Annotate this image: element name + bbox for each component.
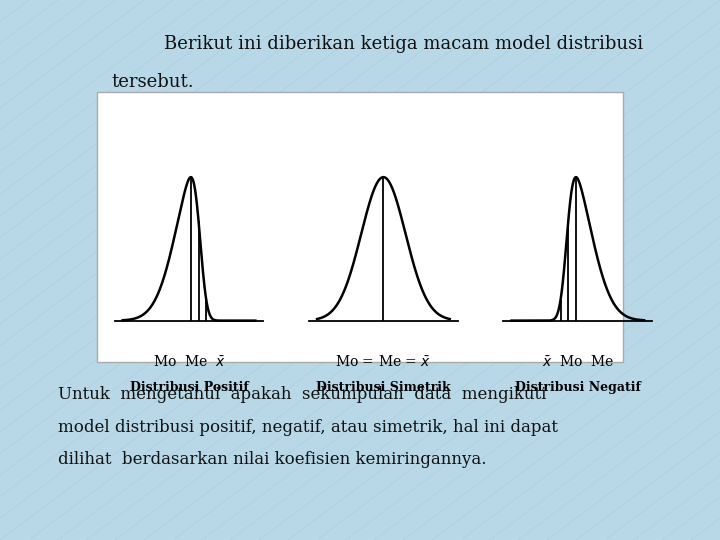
Text: Mo  Me  $\bar{x}$: Mo Me $\bar{x}$ bbox=[153, 354, 225, 369]
Text: tersebut.: tersebut. bbox=[112, 73, 194, 91]
Text: Untuk  mengetahui  apakah  sekumpulan  data  mengikuti: Untuk mengetahui apakah sekumpulan data … bbox=[58, 386, 546, 403]
Text: Distribusi Positif: Distribusi Positif bbox=[130, 381, 248, 394]
Text: Berikut ini diberikan ketiga macam model distribusi: Berikut ini diberikan ketiga macam model… bbox=[163, 35, 643, 53]
Text: Mo = Me = $\bar{x}$: Mo = Me = $\bar{x}$ bbox=[336, 354, 431, 369]
Bar bbox=[97, 92, 623, 362]
Text: model distribusi positif, negatif, atau simetrik, hal ini dapat: model distribusi positif, negatif, atau … bbox=[58, 418, 557, 435]
Text: Distribusi Negatif: Distribusi Negatif bbox=[515, 381, 641, 394]
Text: dilihat  berdasarkan nilai koefisien kemiringannya.: dilihat berdasarkan nilai koefisien kemi… bbox=[58, 451, 486, 468]
Text: $\bar{x}$  Mo  Me: $\bar{x}$ Mo Me bbox=[541, 354, 614, 369]
Text: Distribusi Simetrik: Distribusi Simetrik bbox=[316, 381, 451, 394]
